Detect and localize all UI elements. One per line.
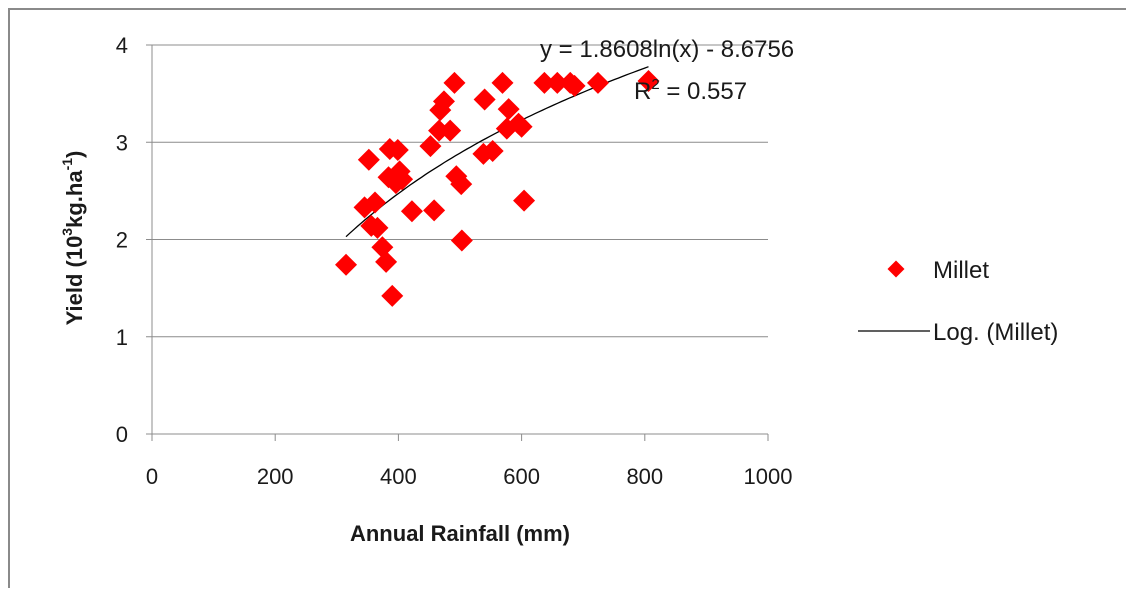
legend: Millet Log. (Millet) [858, 257, 1058, 346]
data-point-7 [375, 250, 398, 273]
trend-equation: y = 1.8608ln(x) - 8.6756 [540, 36, 794, 63]
data-point-24 [450, 173, 473, 196]
y-tick-label-1: 1 [116, 325, 128, 350]
data-point-18 [428, 119, 451, 142]
data-point-39 [586, 71, 609, 94]
chart-frame [8, 8, 1126, 588]
x-tick-label-0: 0 [146, 464, 158, 489]
legend-label-millet: Millet [933, 257, 989, 284]
x-axis-title: Annual Rainfall (mm) [350, 521, 570, 546]
x-tick-label-5: 1000 [744, 464, 793, 489]
x-tick-labels: 0 200 400 600 800 1000 [146, 464, 793, 489]
data-point-22 [443, 71, 466, 94]
legend-marker-millet [887, 260, 905, 278]
x-tick-label-4: 800 [626, 464, 663, 489]
data-point-15 [400, 200, 423, 223]
data-point-40 [637, 69, 660, 92]
data-point-10 [381, 284, 404, 307]
data-point-5 [366, 216, 389, 239]
data-point-4 [363, 191, 386, 214]
data-point-17 [423, 199, 446, 222]
y-tick-labels: 0 1 2 3 4 [116, 33, 128, 447]
y-tick-label-0: 0 [116, 422, 128, 447]
x-tick-label-1: 200 [257, 464, 294, 489]
data-point-34 [513, 189, 536, 212]
y-tick-label-3: 3 [116, 130, 128, 155]
y-axis-title: Yield (103kg.ha-1) [59, 151, 87, 326]
axes [151, 45, 769, 441]
data-point-35 [533, 71, 556, 94]
data-point-33 [510, 115, 533, 138]
y-tick-label-4: 4 [116, 33, 128, 58]
data-point-12 [386, 139, 409, 162]
data-point-25 [450, 229, 473, 252]
data-point-16 [419, 135, 442, 158]
data-point-38 [563, 74, 586, 97]
data-point-0 [335, 253, 358, 276]
data-point-14 [391, 168, 414, 191]
data-point-36 [546, 71, 569, 94]
data-points [335, 69, 660, 307]
data-point-21 [439, 119, 462, 142]
legend-label-trendline: Log. (Millet) [933, 319, 1058, 346]
x-tick-label-2: 400 [380, 464, 417, 489]
data-point-2 [357, 148, 380, 171]
x-tick-label-3: 600 [503, 464, 540, 489]
data-point-31 [497, 98, 520, 121]
data-point-28 [481, 140, 504, 163]
data-point-27 [473, 88, 496, 111]
data-point-20 [432, 90, 455, 113]
y-tick-label-2: 2 [116, 228, 128, 253]
data-point-29 [491, 71, 514, 94]
r-squared-label: R2 = 0.557 [634, 76, 747, 105]
